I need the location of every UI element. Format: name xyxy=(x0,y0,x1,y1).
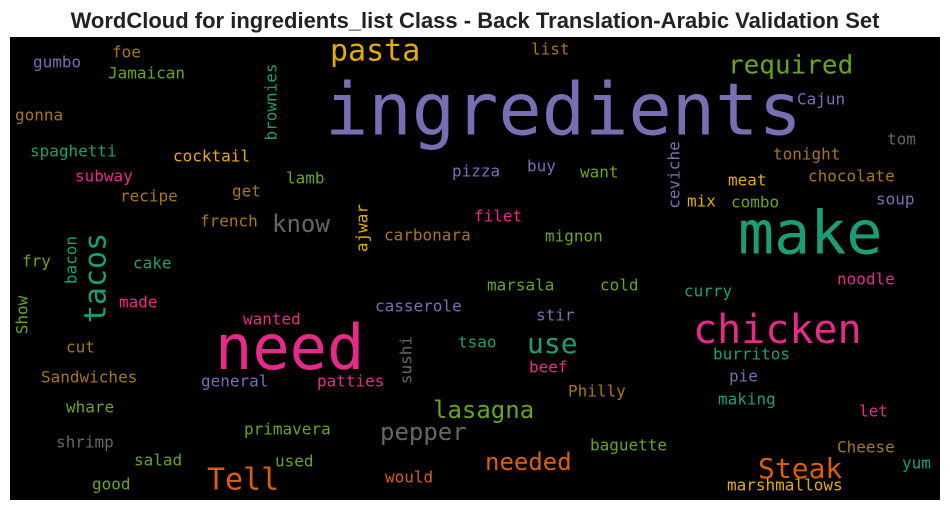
cloud-word: pepper xyxy=(380,418,467,446)
cloud-word: make xyxy=(738,199,883,269)
cloud-word: meat xyxy=(728,171,767,190)
cloud-word: burritos xyxy=(713,345,790,364)
cloud-word: chocolate xyxy=(808,167,895,186)
cloud-word: Cajun xyxy=(797,90,845,109)
cloud-word: pasta xyxy=(330,34,420,69)
cloud-word: pie xyxy=(729,367,758,386)
cloud-word: ingredients xyxy=(325,68,802,152)
cloud-word: cold xyxy=(600,276,639,295)
cloud-word: marshmallows xyxy=(727,476,843,495)
cloud-word: tom xyxy=(887,130,916,149)
cloud-word: know xyxy=(272,210,330,238)
cloud-word: made xyxy=(119,293,158,312)
cloud-word: buy xyxy=(527,157,556,176)
cloud-word: subway xyxy=(75,167,133,186)
cloud-word: french xyxy=(200,212,258,231)
cloud-word: Jamaican xyxy=(108,64,185,83)
cloud-word: casserole xyxy=(375,297,462,316)
cloud-word: beef xyxy=(529,358,568,377)
cloud-word: need xyxy=(215,311,364,384)
cloud-word: gonna xyxy=(15,106,63,125)
cloud-word: needed xyxy=(485,448,572,476)
cloud-word: marsala xyxy=(487,276,554,295)
cloud-word: spaghetti xyxy=(30,142,117,161)
cloud-word: yum xyxy=(902,454,931,473)
cloud-word: recipe xyxy=(120,187,178,206)
cloud-word: general xyxy=(201,372,268,391)
cloud-word: use xyxy=(527,327,578,360)
cloud-word: shrimp xyxy=(56,433,114,452)
cloud-word: filet xyxy=(474,207,522,226)
cloud-word: brownies xyxy=(262,63,281,140)
cloud-word: pizza xyxy=(452,162,500,181)
cloud-word: cut xyxy=(66,338,95,357)
cloud-word: stir xyxy=(536,306,575,325)
cloud-word: mix xyxy=(687,192,716,211)
chart-title: WordCloud for ingredients_list Class - B… xyxy=(71,8,881,33)
cloud-word: tacos xyxy=(79,233,114,323)
cloud-word: ajwar xyxy=(353,204,372,253)
cloud-word: let xyxy=(859,402,888,421)
cloud-word: mignon xyxy=(545,227,603,246)
cloud-word: soup xyxy=(876,190,915,209)
cloud-word: whare xyxy=(66,398,114,417)
cloud-word: fry xyxy=(22,252,51,271)
cloud-word: cake xyxy=(133,254,172,273)
cloud-word: foe xyxy=(112,43,141,62)
cloud-word: baguette xyxy=(590,436,667,455)
cloud-word: patties xyxy=(317,372,384,391)
cloud-word: chicken xyxy=(693,307,862,353)
cloud-word: used xyxy=(275,452,314,471)
cloud-word: carbonara xyxy=(384,226,471,245)
cloud-word: Steak xyxy=(758,452,842,485)
cloud-word: salad xyxy=(134,451,182,470)
cloud-word: Show xyxy=(13,295,32,334)
cloud-word: lamb xyxy=(286,169,325,188)
cloud-word: Cheese xyxy=(837,438,895,457)
cloud-word: noodle xyxy=(837,270,895,289)
cloud-word: bacon xyxy=(62,236,81,284)
cloud-word: Sandwiches xyxy=(41,368,137,387)
cloud-word: primavera xyxy=(244,420,331,439)
cloud-word: sushi xyxy=(397,336,416,384)
cloud-word: cocktail xyxy=(173,147,250,166)
cloud-word: required xyxy=(728,51,853,81)
cloud-word: lasagna xyxy=(433,396,534,424)
cloud-word: Philly xyxy=(568,382,626,401)
cloud-word: making xyxy=(718,390,776,409)
cloud-word: get xyxy=(232,182,261,201)
cloud-word: wanted xyxy=(243,310,301,329)
cloud-word: curry xyxy=(684,282,733,301)
cloud-word: combo xyxy=(731,193,779,212)
cloud-word: list xyxy=(531,40,570,59)
cloud-word: want xyxy=(580,163,619,182)
cloud-word: gumbo xyxy=(33,53,81,72)
cloud-background xyxy=(10,37,940,500)
cloud-word: Tell xyxy=(207,463,279,498)
cloud-word: tonight xyxy=(773,145,840,164)
cloud-word: would xyxy=(385,468,433,487)
cloud-word: tsao xyxy=(458,333,497,352)
cloud-word: good xyxy=(92,475,131,494)
cloud-word: ceviche xyxy=(665,141,684,208)
